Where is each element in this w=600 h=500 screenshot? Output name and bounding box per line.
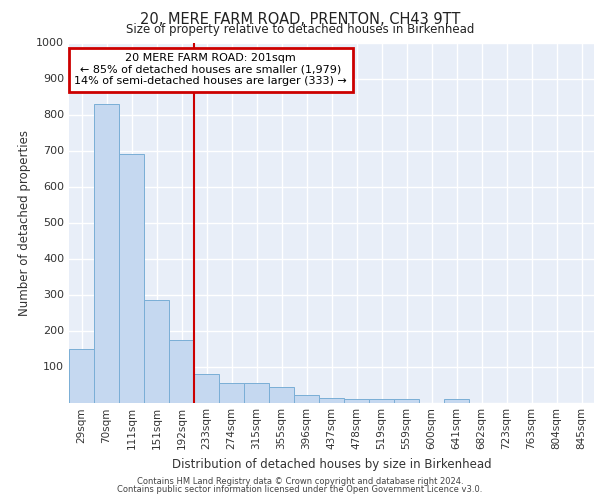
Bar xyxy=(194,374,219,402)
Bar xyxy=(319,398,344,402)
Bar xyxy=(244,384,269,402)
X-axis label: Distribution of detached houses by size in Birkenhead: Distribution of detached houses by size … xyxy=(172,458,491,471)
Bar xyxy=(94,104,119,403)
Text: Size of property relative to detached houses in Birkenhead: Size of property relative to detached ho… xyxy=(126,24,474,36)
Bar xyxy=(269,388,294,402)
Text: 20, MERE FARM ROAD, PRENTON, CH43 9TT: 20, MERE FARM ROAD, PRENTON, CH43 9TT xyxy=(140,12,460,28)
Y-axis label: Number of detached properties: Number of detached properties xyxy=(17,130,31,316)
Bar xyxy=(219,384,244,402)
Bar xyxy=(69,348,94,403)
Text: Contains public sector information licensed under the Open Government Licence v3: Contains public sector information licen… xyxy=(118,485,482,494)
Text: Contains HM Land Registry data © Crown copyright and database right 2024.: Contains HM Land Registry data © Crown c… xyxy=(137,477,463,486)
Bar xyxy=(169,340,194,402)
Bar xyxy=(119,154,144,402)
Bar xyxy=(344,399,369,402)
Bar xyxy=(394,399,419,402)
Text: 20 MERE FARM ROAD: 201sqm
← 85% of detached houses are smaller (1,979)
14% of se: 20 MERE FARM ROAD: 201sqm ← 85% of detac… xyxy=(74,54,347,86)
Bar xyxy=(369,399,394,402)
Bar xyxy=(294,396,319,402)
Bar xyxy=(144,300,169,402)
Bar xyxy=(444,399,469,402)
